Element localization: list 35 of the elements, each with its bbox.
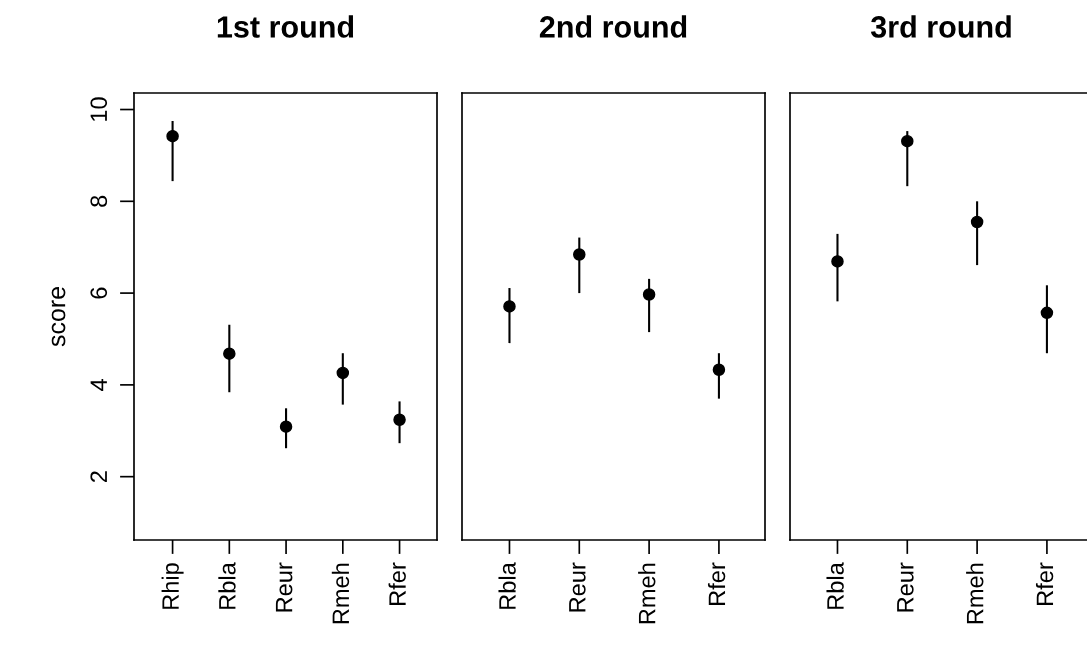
x-tick-label: Rmeh [331, 563, 350, 624]
x-tick-label: Rfer [707, 562, 726, 605]
point [166, 129, 179, 143]
x-tick-label: Reur [275, 562, 293, 612]
point [279, 420, 293, 433]
x-tick-label: Rbla [218, 562, 236, 609]
point [1040, 306, 1054, 320]
y-tick-label: 4 [90, 379, 107, 391]
point [712, 363, 726, 376]
x-tick-label: Rmeh [966, 563, 984, 624]
y-tick-label: 10 [90, 97, 108, 121]
y-axis-title: score [51, 287, 66, 347]
point [223, 347, 236, 360]
point [970, 215, 984, 229]
chart-title: 1st round [217, 15, 354, 38]
y-tick-label: 2 [90, 471, 107, 483]
x-tick-label: Rhip [161, 563, 184, 609]
point [901, 134, 914, 148]
x-tick-label: Rbla [826, 562, 844, 609]
x-tick-label: Rfer [1035, 562, 1054, 605]
point [642, 288, 656, 301]
x-tick-label: Reur [569, 562, 586, 612]
point [573, 248, 586, 261]
y-tick-label: 6 [90, 287, 108, 299]
chart-title: 3rd round [870, 15, 1011, 38]
x-tick-label: Rmeh [638, 563, 656, 624]
x-tick-label: Rbla [498, 562, 516, 609]
y-tick-label: 8 [90, 195, 108, 207]
point [831, 255, 844, 268]
point [503, 300, 516, 313]
x-tick-label: Rfer [388, 562, 406, 605]
point [393, 413, 406, 427]
point [336, 366, 350, 380]
x-tick-label: Reur [897, 562, 914, 612]
chart-title: 2nd round [539, 15, 687, 38]
